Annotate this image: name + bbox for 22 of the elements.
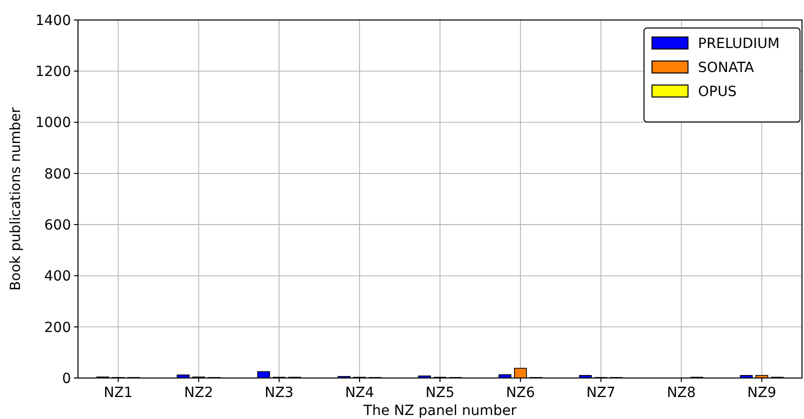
x-tick-label: NZ7 (586, 385, 616, 401)
legend-label: SONATA (698, 60, 754, 76)
x-tick-label: NZ4 (345, 385, 374, 401)
x-tick-label: NZ8 (666, 385, 696, 401)
legend-label: OPUS (698, 84, 737, 100)
y-tick-label: 0 (62, 370, 71, 387)
y-tick-label: 800 (44, 166, 71, 182)
y-tick-label: 1400 (35, 12, 71, 29)
x-tick-label: NZ5 (426, 385, 454, 401)
x-tick-label: NZ6 (506, 385, 536, 401)
y-axis-title: Book publications number (8, 107, 24, 291)
legend-label: PRELUDIUM (698, 36, 780, 52)
x-tick-label: NZ9 (747, 385, 776, 401)
x-axis-title: The NZ panel number (362, 403, 517, 419)
y-tick-label: 200 (44, 320, 71, 336)
y-tick-label: 1200 (35, 64, 71, 80)
y-tick-label: 1000 (35, 115, 71, 132)
x-tick-label: NZ3 (264, 385, 294, 401)
y-tick-label: 600 (44, 217, 71, 234)
x-tick-label: NZ2 (184, 385, 214, 401)
x-tick-label: NZ1 (104, 385, 133, 401)
y-tick-label: 400 (44, 268, 71, 285)
